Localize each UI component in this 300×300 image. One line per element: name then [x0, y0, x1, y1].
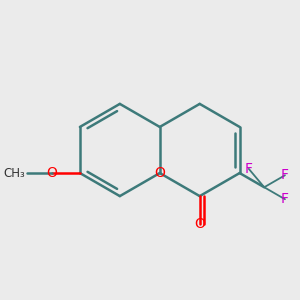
Text: F: F	[281, 192, 289, 206]
Text: CH₃: CH₃	[3, 167, 25, 180]
Text: F: F	[281, 168, 289, 182]
Text: O: O	[46, 166, 57, 180]
Text: O: O	[194, 218, 205, 232]
Text: F: F	[245, 162, 253, 176]
Text: O: O	[154, 166, 165, 180]
